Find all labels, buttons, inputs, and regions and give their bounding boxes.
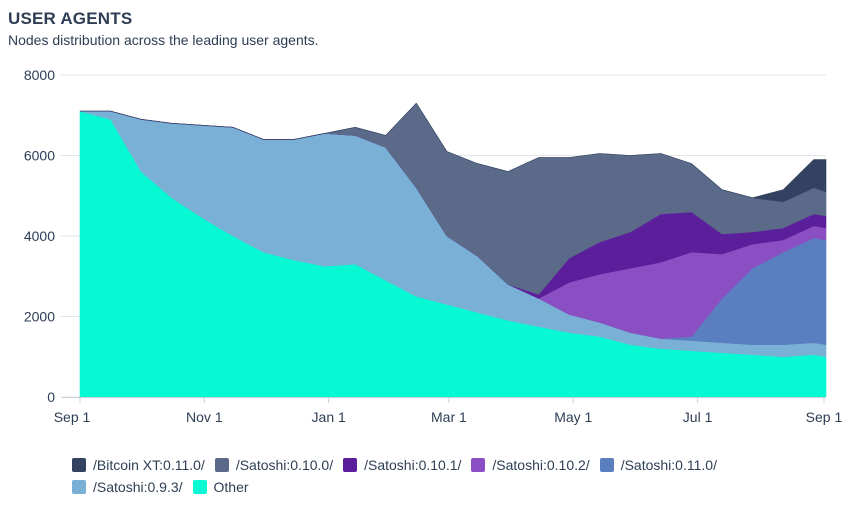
legend-label: /Satoshi:0.10.0/ xyxy=(235,457,334,473)
x-tick-label: Nov 1 xyxy=(186,409,223,425)
x-tick-label: Mar 1 xyxy=(431,409,467,425)
legend-item[interactable]: /Satoshi:0.10.0/ xyxy=(214,455,334,475)
legend-label: /Satoshi:0.9.3/ xyxy=(93,479,183,495)
x-tick-label: Jan 1 xyxy=(312,409,346,425)
legend-label: Other xyxy=(213,479,249,495)
legend-item[interactable]: Other xyxy=(192,477,249,497)
legend-swatch xyxy=(72,480,86,494)
area-bitcoin-xt-0-11-0[interactable] xyxy=(80,102,827,203)
y-tick-label: 8000 xyxy=(24,67,55,83)
legend-item[interactable]: /Satoshi:0.10.2/ xyxy=(471,455,590,475)
legend-swatch xyxy=(343,458,358,472)
legend-swatch xyxy=(599,458,614,472)
y-tick-label: 4000 xyxy=(24,228,55,244)
x-axis: Sep 1 Nov 1 Jan 1 Mar 1 May 1 Jul 1 Sep 1 xyxy=(54,397,843,425)
legend-label: /Satoshi:0.11.0/ xyxy=(620,457,717,473)
legend-swatch xyxy=(471,458,486,472)
y-tick-label: 2000 xyxy=(24,309,55,325)
chart-title: USER AGENTS xyxy=(8,9,133,28)
x-tick-label: May 1 xyxy=(554,409,592,425)
legend-item[interactable]: /Satoshi:0.10.1/ xyxy=(343,455,461,475)
y-axis: 0 2000 4000 6000 8000 xyxy=(24,67,55,405)
x-tick-label: Sep 1 xyxy=(54,409,91,425)
legend-swatch xyxy=(72,458,86,472)
y-tick-label: 6000 xyxy=(24,148,55,164)
x-tick-label: Jul 1 xyxy=(683,409,713,425)
legend-item[interactable]: /Satoshi:0.9.3/ xyxy=(72,477,183,497)
legend-swatch xyxy=(214,458,229,472)
legend-item[interactable]: /Bitcoin XT:0.11.0/ xyxy=(72,455,205,475)
y-tick-label: 0 xyxy=(47,389,55,405)
chart-subtitle: Nodes distribution across the leading us… xyxy=(8,32,319,48)
x-tick-label: Sep 1 xyxy=(806,409,843,425)
area-series-group xyxy=(79,102,827,398)
legend-label: /Bitcoin XT:0.11.0/ xyxy=(93,457,205,473)
legend-label: /Satoshi:0.10.1/ xyxy=(364,457,462,473)
legend-item[interactable]: /Satoshi:0.11.0/ xyxy=(599,455,717,475)
legend-label: /Satoshi:0.10.2/ xyxy=(492,457,590,473)
chart-legend: /Bitcoin XT:0.11.0/ /Satoshi:0.10.0/ /Sato… xyxy=(72,455,832,499)
legend-swatch xyxy=(192,480,207,494)
